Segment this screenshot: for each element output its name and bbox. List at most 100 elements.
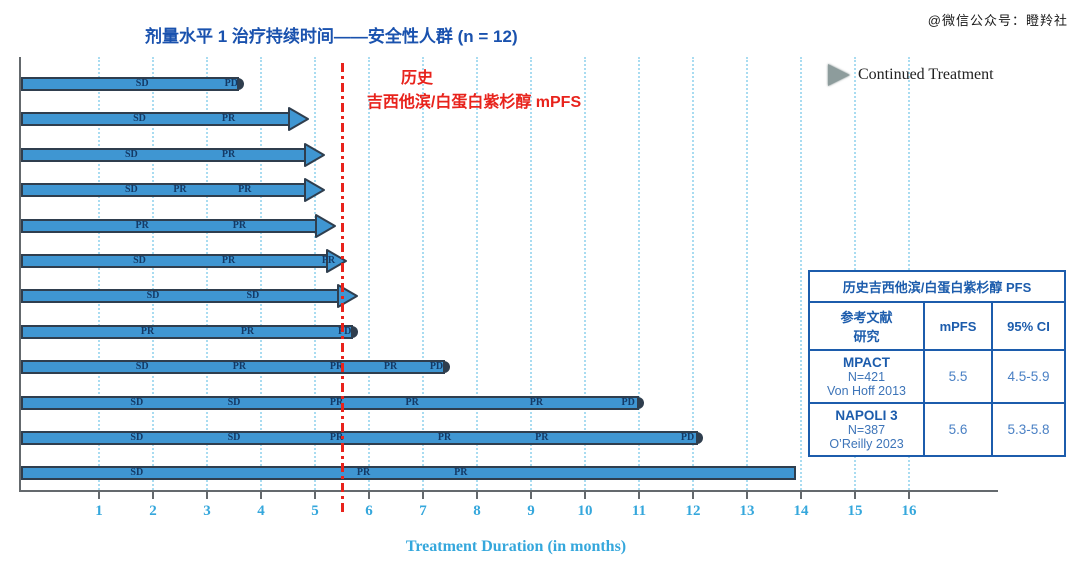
month-gridline <box>152 57 154 490</box>
bar-response-label: PR <box>232 219 247 231</box>
x-axis-tick-label: 1 <box>95 503 103 519</box>
month-gridline <box>206 57 208 490</box>
bar-response-label: SD <box>246 290 260 302</box>
swimmer-bar <box>21 289 339 304</box>
bar-response-label: PR <box>529 396 544 408</box>
bar-response-label: SD <box>135 361 149 373</box>
legend-label: Continued Treatment <box>858 66 994 83</box>
x-axis-tick-label: 6 <box>365 503 373 519</box>
x-axis-tick-label: 2 <box>149 503 157 519</box>
x-axis-title: Treatment Duration (in months) <box>405 538 627 555</box>
reference-line-label-line1: 历史 <box>400 70 433 87</box>
month-gridline <box>422 57 424 490</box>
swimmer-bar <box>21 112 291 127</box>
legend: Continued Treatment <box>828 64 994 86</box>
study-ref: Von Hoff 2013 <box>826 384 906 398</box>
cell-ci-napoli3: 5.3-5.8 <box>1007 422 1050 437</box>
month-gridline <box>368 57 370 490</box>
bar-response-label: SD <box>133 255 146 266</box>
x-axis-tick-label: 13 <box>739 503 755 519</box>
cell-mpfs-napoli3: 5.6 <box>925 404 993 455</box>
month-gridline <box>800 57 802 490</box>
x-axis-tick <box>908 492 910 499</box>
bar-response-label: SD <box>227 396 241 408</box>
swimmer-bar <box>21 324 353 339</box>
pfs-reference-table: 历史吉西他滨/白蛋白紫杉醇 PFS 参考文献 研究 mPFS 95% CI MP… <box>808 270 1066 457</box>
x-axis-tick <box>152 492 154 499</box>
pfs-table-title: 历史吉西他滨/白蛋白紫杉醇 PFS <box>810 272 1064 303</box>
x-axis-tick-label: 5 <box>311 503 319 519</box>
x-axis-tick <box>98 492 100 499</box>
x-axis-tick-label: 3 <box>203 503 211 519</box>
y-axis <box>19 57 21 492</box>
progression-endcap <box>350 325 358 338</box>
x-axis-tick <box>584 492 586 499</box>
progression-endcap <box>237 78 245 90</box>
col-header-mpfs: mPFS <box>925 303 993 351</box>
bar-response-label: PR <box>173 184 187 196</box>
month-gridline <box>476 57 478 490</box>
col-header-ci: 95% CI <box>993 303 1064 351</box>
x-axis-tick <box>692 492 694 499</box>
bar-response-label: PR <box>329 396 344 408</box>
cell-ci-mpact: 4.5-5.9 <box>993 351 1064 404</box>
pfs-table-grid: 参考文献 研究 mPFS 95% CI MPACT N=421 Von Hoff… <box>810 303 1064 455</box>
bar-response-label: PR <box>321 255 336 266</box>
chart-title: 剂量水平 1 治疗持续时间——安全性人群 (n = 12) <box>145 27 518 46</box>
x-axis-tick-label: 16 <box>901 503 917 519</box>
month-gridline <box>638 57 640 490</box>
continued-treatment-arrow-icon <box>304 142 326 168</box>
x-axis-tick-label: 8 <box>473 503 481 519</box>
bar-response-label: PD <box>680 432 695 443</box>
month-gridline <box>98 57 100 490</box>
x-axis-tick <box>206 492 208 499</box>
continued-treatment-arrow-icon <box>288 106 310 132</box>
reference-line-label-line2: 吉西他滨/白蛋白紫杉醇 mPFS <box>366 94 582 111</box>
progression-endcap <box>637 396 644 409</box>
bar-response-label: PR <box>437 432 452 443</box>
x-axis-tick-label: 15 <box>847 503 863 519</box>
bar-response-label: SD <box>135 78 149 89</box>
x-axis-tick-label: 4 <box>257 503 265 519</box>
bar-response-label: SD <box>133 113 146 125</box>
swimmer-bar <box>21 183 307 198</box>
x-axis-tick <box>854 492 856 499</box>
x-axis <box>19 490 998 492</box>
swimmer-bar <box>21 147 307 162</box>
bar-response-label: PR <box>405 396 419 408</box>
x-axis-tick-label: 14 <box>793 503 809 519</box>
continued-treatment-arrow-icon <box>326 248 348 274</box>
bar-response-label: PD <box>338 325 352 337</box>
study-name: NAPOLI 3 <box>835 408 898 423</box>
month-gridline <box>584 57 586 490</box>
x-axis-tick <box>314 492 316 499</box>
bar-response-label: PR <box>135 219 149 231</box>
bar-response-label: PR <box>238 184 252 196</box>
month-gridline <box>314 57 316 490</box>
bar-response-label: SD <box>146 290 160 302</box>
swimmer-bar <box>21 254 328 268</box>
cell-mpfs-mpact: 5.5 <box>925 351 993 404</box>
x-axis-tick <box>530 492 532 499</box>
bar-response-label: PD <box>621 396 635 408</box>
bar-response-label: PR <box>240 325 255 337</box>
x-axis-tick <box>746 492 748 499</box>
bar-response-label: PR <box>535 432 549 443</box>
bar-response-label: SD <box>130 467 144 479</box>
x-axis-tick-label: 10 <box>577 503 593 519</box>
bar-response-label: SD <box>130 432 144 443</box>
bar-response-label: PD <box>224 78 238 89</box>
bar-response-label: PR <box>221 113 236 125</box>
study-name: MPACT <box>843 355 890 370</box>
bar-response-label: SD <box>124 184 138 196</box>
bar-response-label: SD <box>130 396 144 408</box>
swimmer-bar <box>21 77 240 91</box>
x-axis-tick <box>368 492 370 499</box>
x-axis-tick <box>422 492 424 499</box>
x-axis-tick-label: 7 <box>419 503 427 519</box>
study-ref: O’Reilly 2023 <box>829 437 904 451</box>
x-axis-tick-label: 9 <box>527 503 535 519</box>
bar-response-label: SD <box>124 148 138 160</box>
mpfs-reference-line <box>340 63 344 513</box>
study-n: N=421 <box>847 370 886 384</box>
